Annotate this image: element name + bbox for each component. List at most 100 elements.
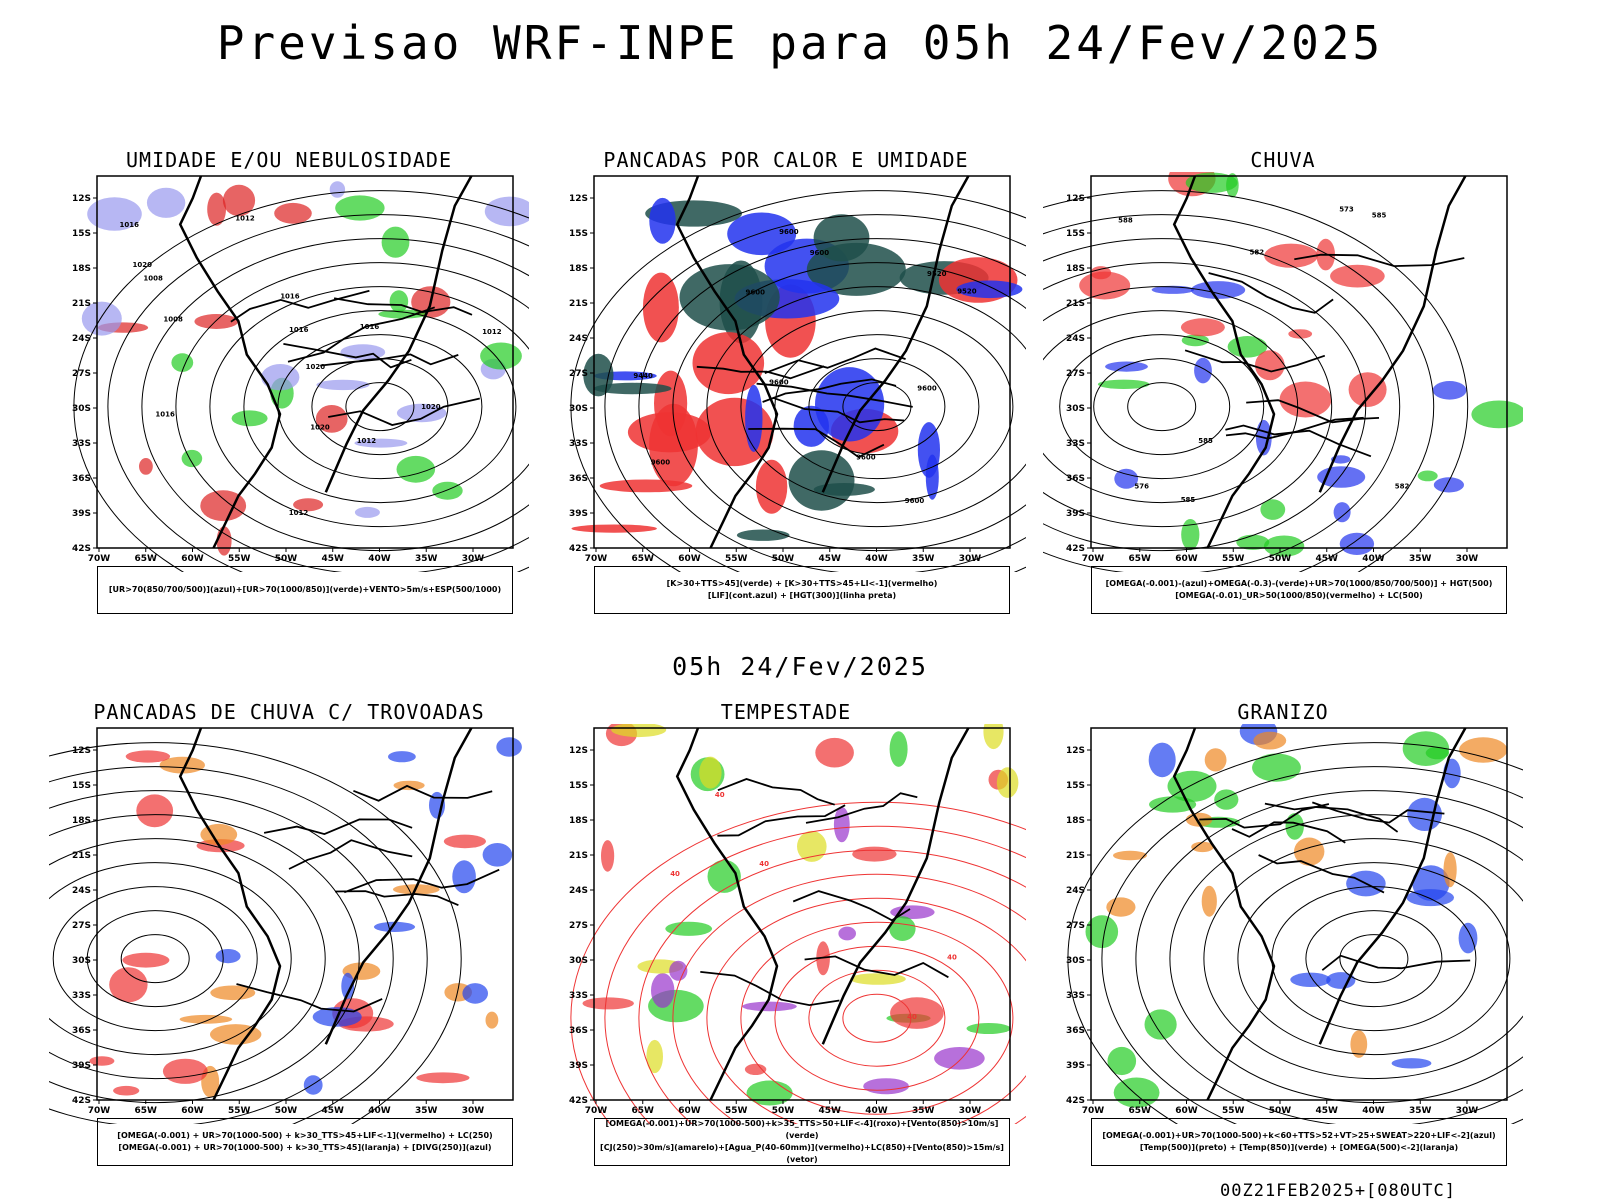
contour-line: [49, 814, 360, 1104]
lon-label: 60W: [181, 554, 204, 564]
field-blob: [1458, 922, 1478, 954]
field-blob: [850, 973, 906, 985]
field-blob: [210, 1024, 262, 1045]
contour-line: [73, 190, 529, 572]
field-blob: [1255, 350, 1285, 381]
field-blob: [1350, 1030, 1368, 1058]
state-border: [805, 792, 918, 824]
contour-line: [120, 934, 190, 984]
lat-label: 39S: [1066, 509, 1085, 519]
field-blob: [122, 952, 170, 968]
coastline: [821, 175, 970, 493]
field-blob: [727, 212, 797, 256]
lon-label: 35W: [912, 1106, 935, 1116]
panel-title: TEMPESTADE: [720, 700, 852, 724]
field-blob: [354, 438, 408, 448]
contour-line: [86, 910, 224, 1008]
lat-label: 33S: [72, 439, 91, 449]
field-blob: [1432, 381, 1467, 400]
contour-value-label: 40: [907, 1013, 917, 1021]
field-blob: [1105, 361, 1148, 372]
lat-label: 12S: [1066, 194, 1085, 204]
lat-label: 42S: [569, 544, 588, 554]
state-border: [1312, 801, 1445, 824]
lon-label: 35W: [415, 554, 438, 564]
map-background: [1091, 176, 1507, 548]
lon-label: 60W: [678, 554, 701, 564]
contour-line: [107, 214, 529, 572]
lat-label: 33S: [1066, 991, 1085, 1001]
field-blob: [181, 449, 203, 468]
panel-legend: [OMEGA(-0.001)-(azul)+OMEGA(-0.3)-(verde…: [1091, 566, 1507, 614]
field-blob: [889, 916, 916, 941]
lat-label: 15S: [569, 229, 588, 239]
panel-title: CHUVA: [1250, 148, 1316, 172]
field-blob: [890, 997, 944, 1029]
lon-label: 35W: [415, 1106, 438, 1116]
field-blob: [1226, 173, 1239, 198]
field-blob: [649, 197, 676, 244]
contour-line: [1127, 382, 1197, 432]
field-blob: [210, 985, 256, 1001]
lat-label: 42S: [72, 1096, 91, 1106]
lon-label: 60W: [181, 1106, 204, 1116]
state-border: [1294, 253, 1465, 268]
field-blob: [956, 280, 1023, 299]
lat-label: 39S: [569, 1061, 588, 1071]
lat-label: 42S: [1066, 544, 1085, 554]
state-border: [1258, 854, 1385, 894]
field-blob: [1181, 334, 1209, 347]
lon-label: 70W: [585, 1106, 608, 1116]
field-blob: [109, 967, 148, 1003]
lat-label: 21S: [72, 299, 91, 309]
contour-value-label: 9600: [856, 453, 876, 461]
lon-label: 70W: [88, 1106, 111, 1116]
panel-legend: [OMEGA(-0.001)+UR>70(1000-500)+k>35_TTS>…: [594, 1118, 1010, 1166]
panel-legend: [OMEGA(-0.001)+UR>70(1000-500)+k<60+TTS>…: [1091, 1118, 1507, 1166]
lon-label: 70W: [88, 554, 111, 564]
lat-label: 27S: [569, 369, 588, 379]
legend-line: [OMEGA(-0.01)_UR>50(1000/850)(vermelho) …: [1175, 591, 1423, 600]
map-frame: [1090, 727, 1508, 1101]
field-blob: [162, 1058, 208, 1084]
field-blob: [838, 926, 856, 941]
lat-label: 39S: [72, 509, 91, 519]
field-blob: [146, 187, 186, 218]
field-blob: [329, 181, 346, 198]
lon-label: 50W: [1269, 554, 1292, 564]
panel-legend: [K>30+TTS>45](verde) + [K>30+TTS>45+LI<-…: [594, 566, 1010, 614]
contour-line: [345, 382, 415, 432]
contour-line: [740, 310, 1014, 504]
lon-label: 40W: [865, 554, 888, 564]
state-border: [717, 804, 846, 837]
state-border: [288, 839, 413, 870]
lat-label: 27S: [569, 921, 588, 931]
field-blob: [159, 756, 205, 774]
field-blob: [852, 846, 897, 862]
coastline: [1318, 175, 1467, 493]
lat-label: 18S: [569, 816, 588, 826]
contour-line: [570, 801, 1026, 1124]
field-blob: [742, 1001, 797, 1012]
panel-title: PANCADAS DE CHUVA C/ TROVOADAS: [93, 700, 485, 724]
field-blob: [1407, 797, 1442, 831]
contour-value-label: 9600: [917, 384, 937, 392]
state-border: [792, 890, 911, 922]
field-blob: [1144, 1009, 1177, 1040]
legend-line: [LIF](cont.azul) + [HGT(300)](linha pret…: [707, 591, 897, 600]
contour-value-label: 9600: [810, 249, 830, 257]
panel-pancadas-calor: PANCADAS POR CALOR E UMIDADE 12S 15S 18S 21…: [546, 148, 1026, 618]
lon-label: 50W: [1269, 1106, 1292, 1116]
contour-line: [808, 358, 946, 456]
coastline: [675, 175, 779, 549]
state-border: [756, 382, 913, 408]
panel-title: PANCADAS POR CALOR E UMIDADE: [603, 148, 969, 172]
state-border: [772, 396, 905, 424]
lon-label: 70W: [1082, 1106, 1105, 1116]
contour-value-label: 9600: [746, 289, 766, 297]
legend-line: [K>30+TTS>45](verde) + [K>30+TTS>45+LI<-…: [666, 579, 938, 588]
contour-value-label: 9600: [779, 228, 799, 236]
lon-label: 70W: [1082, 554, 1105, 564]
field-blob: [889, 731, 908, 767]
